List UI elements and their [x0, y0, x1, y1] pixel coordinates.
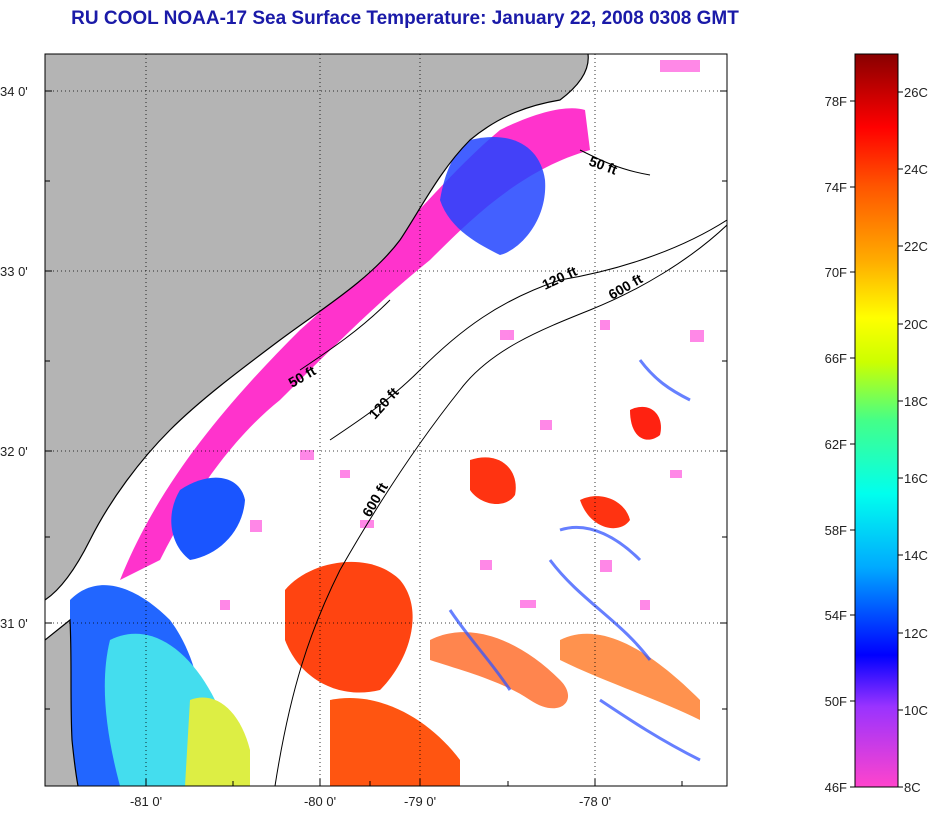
cold-pocket-north: [440, 136, 546, 255]
warm-patch-far-east: [580, 496, 630, 529]
lon-label-78: -78 0': [579, 794, 611, 809]
colorbar-f-78: 78F: [825, 94, 847, 109]
lat-label-31: 31 0': [0, 616, 28, 631]
contour-120ft: [329, 219, 727, 441]
map-frame: [44, 53, 728, 787]
colorbar-f-62: 62F: [825, 437, 847, 452]
grid-lines: [45, 54, 727, 786]
warm-filament-2: [560, 633, 700, 720]
map-title: RU COOL NOAA-17 Sea Surface Temperature:…: [71, 8, 739, 29]
colorbar: 78F 74F 70F 66F 62F 58F 54F 50F 46F 26C …: [825, 53, 928, 795]
warm-patch-ne: [630, 406, 661, 440]
coastline: [45, 54, 589, 601]
warm-patch-central: [285, 561, 413, 693]
colorbar-f-50: 50F: [825, 694, 847, 709]
colorbar-c-14: 14C: [904, 548, 928, 563]
colorbar-f-54: 54F: [825, 608, 847, 623]
colorbar-f-66: 66F: [825, 351, 847, 366]
colorbar-f-58: 58F: [825, 523, 847, 538]
mild-water-south: [185, 697, 250, 786]
colorbar-c-10: 10C: [904, 703, 928, 718]
colorbar-gradient: [854, 53, 899, 788]
cold-water-band: [120, 108, 590, 581]
colorbar-c-12: 12C: [904, 626, 928, 641]
colorbar-c-22: 22C: [904, 239, 928, 254]
land-area-south: [45, 620, 78, 786]
colorbar-c-26: 26C: [904, 85, 928, 100]
lon-label-79: -79 0': [404, 794, 436, 809]
warm-patch-east: [470, 457, 516, 505]
colorbar-f-46: 46F: [825, 780, 847, 795]
colorbar-c-24: 24C: [904, 162, 928, 177]
colorbar-c-18: 18C: [904, 394, 928, 409]
warm-filament-1: [430, 632, 569, 709]
land-area: [45, 54, 589, 600]
cold-pocket-mid: [171, 477, 245, 560]
lat-label-32: 32 0': [0, 444, 28, 459]
lat-label-33: 33 0': [0, 264, 28, 279]
blue-filament-pattern: [448, 359, 701, 762]
colorbar-f-74: 74F: [825, 180, 847, 195]
axis-ticks: [45, 90, 727, 786]
colorbar-c-20: 20C: [904, 317, 928, 332]
warm-patch-south: [330, 698, 460, 786]
colorbar-c-16: 16C: [904, 471, 928, 486]
lon-label-81: -81 0': [130, 794, 162, 809]
lon-label-80: -80 0': [304, 794, 336, 809]
contour-600ft: [274, 224, 727, 786]
contour-50ft: [299, 149, 651, 371]
colorbar-f-70: 70F: [825, 265, 847, 280]
lat-label-34: 34 0': [0, 84, 28, 99]
colorbar-c-8: 8C: [904, 780, 921, 795]
